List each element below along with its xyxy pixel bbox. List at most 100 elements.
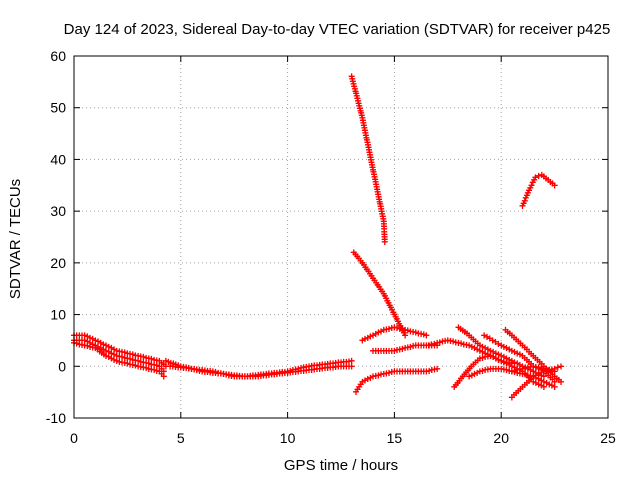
data-point: + (522, 191, 529, 205)
data-point: + (399, 322, 406, 336)
data-point: + (503, 341, 510, 355)
data-point: + (92, 333, 99, 347)
data-point: + (530, 349, 537, 363)
data-point: + (113, 344, 120, 358)
data-point: + (364, 372, 371, 386)
data-point: + (359, 333, 366, 347)
data-point: + (335, 356, 342, 370)
data-point: + (379, 285, 386, 299)
data-point: + (124, 357, 131, 371)
data-point: + (530, 375, 537, 389)
data-point: + (506, 358, 513, 372)
data-point: + (530, 370, 537, 384)
data-point: + (383, 291, 390, 305)
data-point: + (459, 370, 466, 384)
data-point: + (273, 367, 280, 381)
data-point: + (357, 104, 364, 118)
data-point: + (540, 375, 547, 389)
data-point: + (487, 362, 494, 376)
data-point: + (89, 337, 96, 351)
data-point: + (525, 345, 532, 359)
data-point: + (297, 361, 304, 375)
data-point: + (353, 87, 360, 101)
data-point: + (241, 370, 248, 384)
data-point: + (368, 155, 375, 169)
data-point: + (199, 364, 206, 378)
data-point: + (292, 363, 299, 377)
data-point: + (350, 77, 357, 91)
data-point: + (351, 82, 358, 96)
y-tick-label: 0 (58, 358, 66, 374)
y-axis-label: SDTVAR / TECUs (7, 179, 24, 299)
data-point: + (373, 178, 380, 192)
data-point: + (273, 366, 280, 380)
data-point: + (528, 372, 535, 386)
data-point: + (300, 364, 307, 378)
data-point: + (265, 368, 272, 382)
data-point: + (217, 367, 224, 381)
data-point: + (470, 332, 477, 346)
data-point: + (522, 361, 529, 375)
data-point: + (407, 324, 414, 338)
y-tick-label: 50 (50, 100, 66, 116)
data-point: + (132, 348, 139, 362)
data-point: + (354, 92, 361, 106)
data-point: + (466, 339, 473, 353)
data-point: + (415, 339, 422, 353)
data-point: + (521, 341, 528, 355)
data-point: + (394, 364, 401, 378)
data-point: + (540, 170, 547, 184)
data-point: + (201, 365, 208, 379)
data-point: + (374, 182, 381, 196)
data-point: + (553, 371, 560, 385)
data-point: + (191, 363, 198, 377)
data-point: + (468, 330, 475, 344)
data-point: + (103, 344, 110, 358)
data-point: + (490, 362, 497, 376)
data-point: + (379, 210, 386, 224)
x-tick-label: 5 (177, 430, 185, 446)
data-point: + (442, 334, 449, 348)
data-point: + (464, 363, 471, 377)
data-point: + (365, 143, 372, 157)
data-point: + (392, 310, 399, 324)
data-point: + (407, 340, 414, 354)
data-point: + (549, 177, 556, 191)
data-point: + (436, 335, 443, 349)
data-point: + (367, 153, 374, 167)
data-point: + (84, 339, 91, 353)
data-point: + (508, 357, 515, 371)
data-point: + (151, 358, 158, 372)
data-point: + (295, 362, 302, 376)
data-point: + (103, 349, 110, 363)
data-point: + (391, 364, 398, 378)
data-point: + (514, 362, 521, 376)
data-point: + (361, 123, 368, 137)
data-point: + (97, 341, 104, 355)
data-point: + (209, 366, 216, 380)
data-point: + (471, 341, 478, 355)
data-point: + (394, 321, 401, 335)
data-point: + (167, 356, 174, 370)
x-tick-label: 10 (280, 430, 296, 446)
data-point: + (410, 339, 417, 353)
data-point: + (380, 367, 387, 381)
data-point: + (457, 322, 464, 336)
data-point: + (308, 363, 315, 377)
data-point: + (268, 366, 275, 380)
data-point: + (316, 362, 323, 376)
data-point: + (454, 376, 461, 390)
y-tick-label: 40 (50, 151, 66, 167)
y-tick-label: 30 (50, 203, 66, 219)
data-point: + (355, 96, 362, 110)
data-point: + (329, 360, 336, 374)
data-point: + (386, 298, 393, 312)
data-point: + (458, 372, 465, 386)
data-point: + (303, 360, 310, 374)
data-point: + (524, 186, 531, 200)
data-point: + (381, 289, 388, 303)
data-point: + (504, 325, 511, 339)
data-point: + (538, 363, 545, 377)
data-point: + (548, 363, 555, 377)
